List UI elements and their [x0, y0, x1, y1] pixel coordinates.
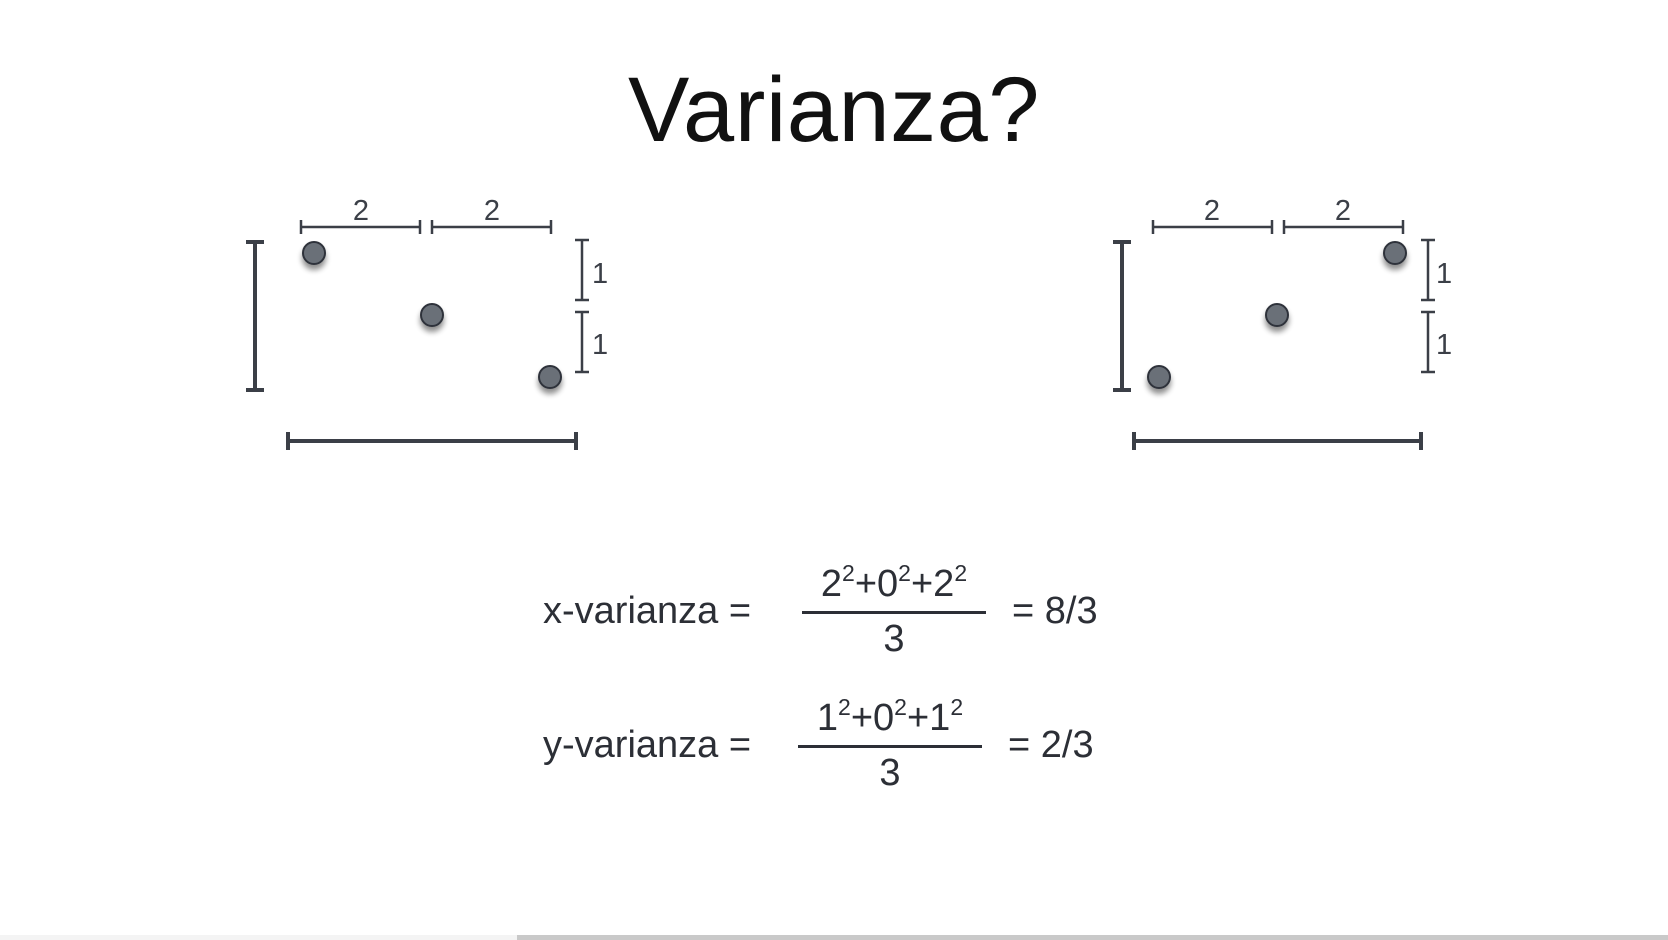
x-term-2-base: 0	[877, 563, 899, 605]
left-x-gap-2-label: 2	[484, 195, 500, 227]
y-term-2-base: 0	[873, 697, 895, 739]
right-y-extent-bracket	[1113, 240, 1131, 392]
x-term-2-op: +	[910, 563, 934, 605]
left-y-extent-bracket	[246, 240, 264, 392]
left-point-2	[420, 303, 444, 327]
left-y-gap-1-dimension	[575, 238, 589, 302]
y-term-3-exp: 2	[950, 694, 964, 720]
y-variance-fraction: 12+02+12 3	[798, 694, 982, 794]
y-term-1-op: +	[850, 697, 874, 739]
left-x-gap-1-label: 2	[353, 195, 369, 227]
x-variance-result: = 8/3	[1012, 590, 1098, 632]
y-variance-result: = 2/3	[1008, 724, 1094, 766]
right-y-gap-2-label: 1	[1436, 329, 1452, 361]
right-point-2	[1265, 303, 1289, 327]
right-x-gap-1-dimension	[1151, 220, 1274, 234]
x-term-1-exp: 2	[842, 560, 855, 586]
video-progress-remaining	[517, 935, 1668, 940]
x-term-2-exp: 2	[898, 560, 911, 586]
right-x-gap-1-label: 2	[1204, 195, 1220, 227]
y-variance-denominator: 3	[879, 752, 901, 794]
x-variance-denominator: 3	[883, 618, 905, 660]
slide-title: Varianza?	[628, 59, 1040, 161]
left-diagram: 2 2 1 1	[246, 195, 608, 450]
y-term-1-base: 1	[816, 697, 839, 739]
left-point-3	[538, 365, 562, 389]
right-point-3	[1147, 365, 1171, 389]
video-progress-played	[0, 935, 517, 940]
x-term-1-base: 2	[820, 563, 843, 605]
x-term-1-op: +	[854, 563, 878, 605]
right-y-gap-1-label: 1	[1436, 258, 1452, 290]
y-term-3-base: 1	[929, 697, 951, 739]
left-x-gap-2-dimension	[430, 220, 553, 234]
x-variance-fraction: 22+02+22 3	[802, 560, 986, 660]
y-variance-fraction-bar	[798, 745, 982, 748]
y-term-2-op: +	[906, 697, 930, 739]
x-variance-lhs: x-varianza =	[543, 590, 752, 632]
right-x-gap-2-dimension	[1282, 220, 1405, 234]
left-point-1	[302, 241, 326, 265]
y-variance-lhs: y-varianza =	[543, 724, 752, 766]
x-variance-numerator: 22+02+22	[802, 560, 986, 608]
left-y-gap-1-label: 1	[592, 258, 608, 290]
y-term-1-exp: 2	[838, 694, 851, 720]
left-y-gap-2-dimension	[575, 310, 589, 374]
right-diagram: 2 2 1 1	[1113, 195, 1452, 450]
left-x-extent-bracket	[286, 432, 578, 450]
y-term-2-exp: 2	[894, 694, 907, 720]
x-term-3-base: 2	[933, 563, 955, 605]
x-term-3-exp: 2	[954, 560, 968, 586]
right-point-1	[1383, 241, 1407, 265]
right-x-gap-2-label: 2	[1335, 195, 1351, 227]
y-variance-numerator: 12+02+12	[798, 694, 982, 742]
video-progress-bar[interactable]	[0, 935, 1668, 940]
right-y-gap-1-dimension	[1421, 238, 1435, 302]
left-y-gap-2-label: 1	[592, 329, 608, 361]
right-y-gap-2-dimension	[1421, 310, 1435, 374]
x-variance-fraction-bar	[802, 611, 986, 614]
left-x-gap-1-dimension	[299, 220, 422, 234]
right-x-extent-bracket	[1132, 432, 1423, 450]
